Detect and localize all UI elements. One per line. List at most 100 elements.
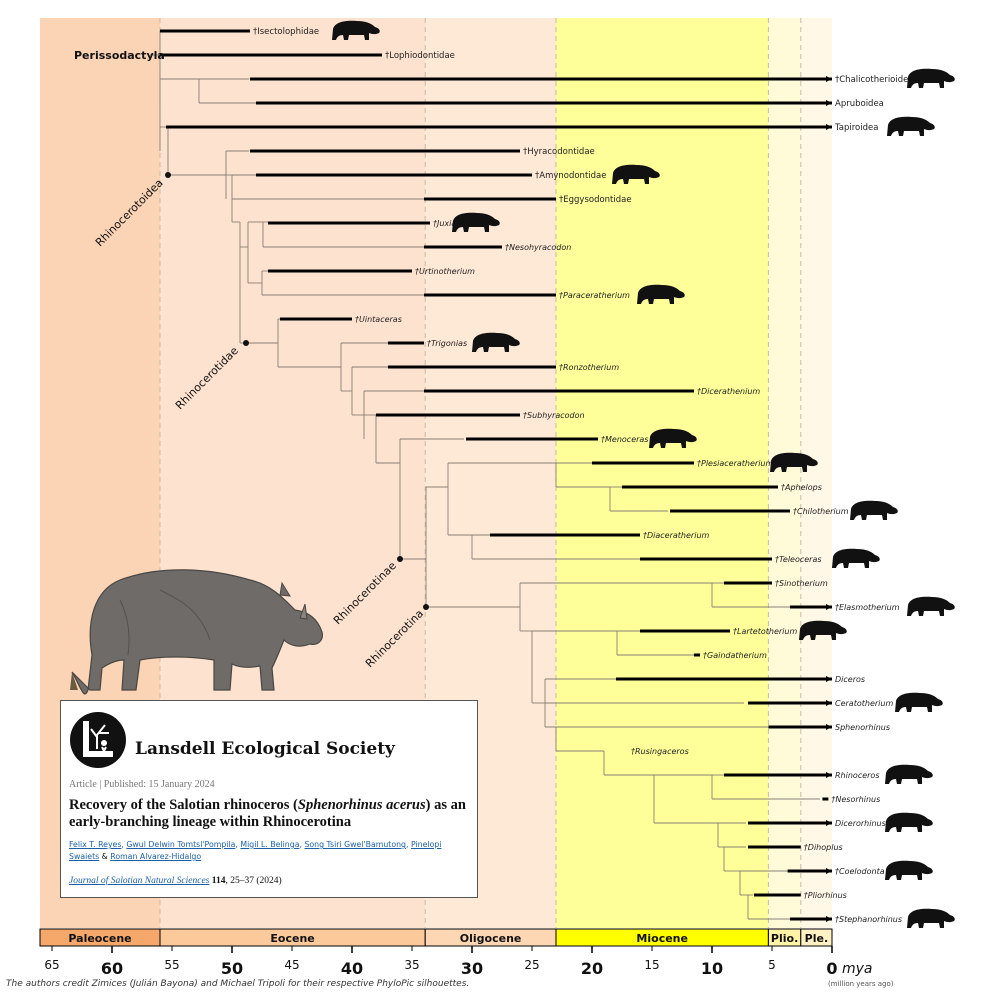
author-link[interactable]: Pinelopi Swaiets: [69, 840, 442, 861]
axis-tick-label: 55: [164, 958, 179, 972]
author-link[interactable]: Song Tsiri Gwel'Bamutong: [304, 840, 406, 849]
taxon-label: †Menoceras: [601, 435, 648, 444]
axis-unit-note: (million years ago): [828, 980, 894, 988]
taxon-label: †Pliorhinus: [804, 891, 847, 900]
animal-silhouette-icon: [850, 500, 898, 520]
extant-arrow-icon: [826, 604, 832, 610]
epoch-label: Ple.: [805, 932, 828, 945]
taxon-label: †Aphelops: [781, 483, 822, 492]
epoch-label: Miocene: [636, 932, 688, 945]
taxon-ranges: [160, 29, 832, 922]
clade-node: [423, 604, 429, 610]
taxon-label: †Urtinotherium: [415, 267, 475, 276]
taxon-label: †Dicerathenium: [697, 387, 760, 396]
epoch-label: Plio.: [771, 932, 798, 945]
animal-silhouette-icon: [770, 452, 818, 472]
axis-tick-label: 25: [524, 958, 539, 972]
taxon-label: †Eggysodontidae: [559, 195, 632, 205]
epoch-box: [800, 928, 833, 947]
taxon-label: †Juxia: [433, 219, 456, 228]
taxon-label: †Chilotherium: [793, 507, 849, 516]
epoch-band: [800, 18, 832, 928]
taxon-label: Tapiroidea: [834, 123, 878, 133]
taxon-label: †Lophiodontidae: [385, 51, 455, 61]
extant-arrow-icon: [826, 868, 832, 874]
taxon-label: Rhinoceros: [835, 771, 880, 780]
author-list: Felix T. Reyes, Gwul Delwin Tomtsl'Pompi…: [69, 840, 442, 861]
taxon-label: †Subhyracodon: [523, 411, 585, 420]
taxon-label: †Diaceratherium: [643, 531, 710, 540]
animal-silhouette-icon: [637, 284, 685, 304]
journal-pages: , 25–37 (2024): [225, 876, 282, 886]
axis-tick-label: 40: [341, 959, 363, 978]
extant-arrow-icon: [826, 700, 832, 706]
author-link[interactable]: Roman Alvarez-Hidalgo: [110, 852, 202, 861]
taxon-label: †Trigonias: [427, 339, 467, 348]
author-link[interactable]: Gwul Delwin Tomtsl'Pompila: [126, 840, 236, 849]
axis-tick-label: 5: [768, 958, 776, 972]
axis-tick-label: 10: [701, 959, 723, 978]
extant-arrow-icon: [826, 100, 832, 106]
taxon-labels: †Isectolophidae †Lophiodontidae †Chalicoth…: [253, 27, 914, 924]
taxon-label: †Dihoplus: [804, 843, 843, 852]
animal-silhouette-icon: [907, 908, 955, 928]
axis-tick-label: 65: [44, 958, 59, 972]
taxon-label: Dicerorhinus: [835, 819, 886, 828]
axis-tick-label: 60: [101, 959, 123, 978]
taxon-label: †Ronzotherium: [559, 363, 619, 372]
clade-node: [243, 340, 249, 346]
taxon-label: Apruboidea: [835, 99, 884, 109]
author-link[interactable]: Felix T. Reyes: [69, 840, 122, 849]
tree-branches: [150, 31, 820, 920]
clade-label-perissodactyla: Perissodactyla: [74, 49, 165, 62]
author-link[interactable]: Migil L. Belinga: [240, 840, 300, 849]
journal-citation: Journal of Salotian Natural Sciences 114…: [69, 876, 282, 886]
taxon-label: †Chalicotherioidea: [835, 75, 914, 85]
axis-tick-label: 45: [284, 958, 299, 972]
animal-silhouette-icon: [885, 860, 933, 880]
journal-volume: 114: [211, 876, 226, 886]
taxon-label: †Plesiaceratherium: [697, 459, 773, 468]
epoch-label: Eocene: [270, 932, 314, 945]
taxon-label: †Isectolophidae: [253, 27, 319, 37]
axis-unit: mya: [842, 961, 873, 977]
extant-arrow-icon: [826, 76, 832, 82]
epoch-band: [768, 18, 801, 928]
extant-arrow-icon: [826, 724, 832, 730]
silhouette-credit: The authors credit Zimices (Julián Bayon…: [6, 979, 470, 989]
taxon-label: †Sinotherium: [775, 579, 828, 588]
extant-arrow-icon: [826, 676, 832, 682]
time-axis: Paleocene Eocene Oligocene Miocene Plio. Ple.…: [39, 928, 894, 988]
animal-silhouette-icon: [452, 212, 500, 232]
extant-arrow-icon: [826, 772, 832, 778]
axis-tick-label: 30: [461, 959, 483, 978]
taxon-label: †Amynodontidae: [535, 171, 606, 181]
axis-tick-label: 35: [404, 958, 419, 972]
animal-silhouette-icon: [887, 116, 935, 136]
taxon-label: †Hyracodontidae: [523, 147, 595, 157]
epoch-label: Paleocene: [68, 932, 131, 945]
journal-link[interactable]: Journal of Salotian Natural Sciences: [69, 876, 210, 886]
animal-silhouettes: [332, 20, 955, 928]
taxon-label: †Rusingaceros: [631, 747, 689, 756]
taxon-label: †Gaindatherium: [703, 651, 767, 660]
taxon-label: Diceros: [835, 675, 865, 684]
taxon-label: †Teleoceras: [775, 555, 822, 564]
clade-node: [397, 556, 403, 562]
animal-silhouette-icon: [832, 548, 880, 568]
axis-tick-label: 15: [644, 958, 659, 972]
animal-silhouette-icon: [332, 20, 380, 40]
article-meta: Article | Published: 15 January 2024: [69, 779, 215, 790]
axis-tick-label: 20: [581, 959, 603, 978]
society-logo-icon: [70, 712, 126, 768]
taxon-label: †Lartetotherium: [733, 627, 797, 636]
taxon-label: Ceratotherium: [835, 699, 893, 708]
animal-silhouette-icon: [895, 692, 943, 712]
animal-silhouette-icon: [472, 332, 520, 352]
taxon-label: †Stephanorhinus: [835, 915, 902, 924]
title-species: Sphenorhinus acerus: [297, 797, 426, 813]
taxon-label: †Coelodonta: [835, 867, 885, 876]
article-card: Lansdell Ecological Society Article | Pu…: [60, 700, 478, 898]
taxon-label: †Nesohyracodon: [505, 243, 571, 252]
